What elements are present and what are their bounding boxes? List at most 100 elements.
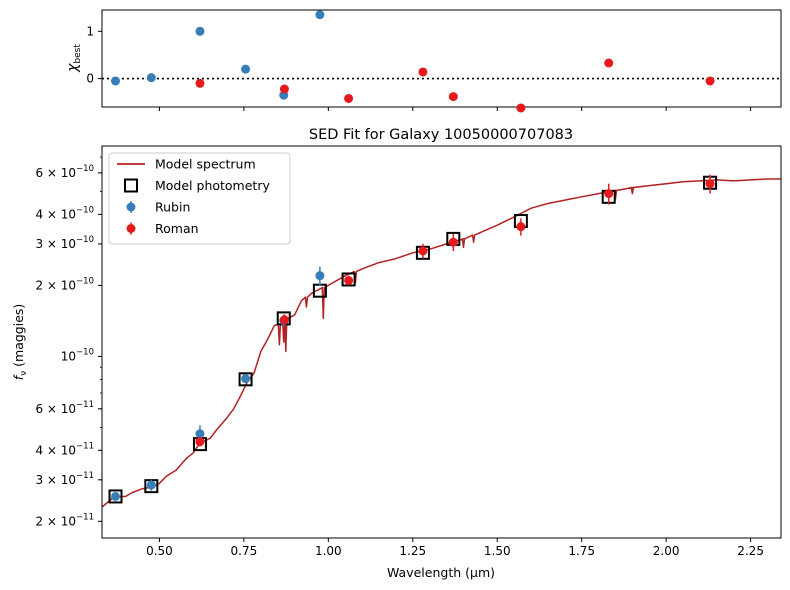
- residuals-plot-frame: [101, 9, 782, 108]
- data-point-roman: [195, 437, 205, 447]
- y-tick-exponent: −11: [76, 441, 94, 451]
- y-tick-base: × 10: [43, 514, 76, 528]
- legend: Model spectrum Model photometry Rubin Roman: [108, 152, 291, 245]
- x-axis-label: Wavelength (μm): [387, 565, 495, 580]
- residuals-y-axis-label: χbest: [65, 44, 83, 73]
- x-tick-label: 0.50: [146, 544, 173, 558]
- residual-point-rubin: [315, 10, 325, 20]
- x-tick-label: 1.25: [399, 544, 426, 558]
- y-tick-base: × 10: [43, 166, 76, 180]
- y-tick-exponent: −10: [76, 164, 94, 174]
- residuals-panel: 01 χbest: [65, 9, 782, 113]
- residual-point-rubin: [241, 64, 251, 74]
- y-tick-label: 2 × 10−10: [35, 276, 94, 292]
- x-tick-label: 2.25: [737, 544, 764, 558]
- data-point-roman: [344, 275, 354, 285]
- residual-point-roman: [516, 103, 526, 113]
- data-point-roman: [448, 237, 458, 247]
- y-axis-label-unit: (maggies): [11, 304, 26, 371]
- x-tick-label: 0.75: [231, 544, 258, 558]
- y-tick-mantissa: 3: [35, 473, 43, 487]
- legend-label: Model photometry: [155, 178, 270, 193]
- y-tick-mantissa: 6: [35, 402, 43, 416]
- y-tick-mantissa: 6: [35, 166, 43, 180]
- legend-swatch-point: [126, 224, 136, 233]
- residual-point-roman: [604, 58, 614, 68]
- y-tick-mantissa: 4: [35, 443, 43, 457]
- y-tick-exponent: −11: [76, 512, 94, 522]
- y-tick-label: 2 × 10−11: [35, 512, 94, 528]
- data-point-rubin: [241, 374, 251, 384]
- x-tick-label: 2.00: [653, 544, 680, 558]
- y-tick-label: 3 × 10−11: [35, 471, 94, 487]
- y-tick-exponent: −10: [76, 235, 94, 245]
- y-tick-label: 10−10: [61, 347, 94, 363]
- data-point-rubin: [146, 480, 156, 490]
- residuals-y-tick-label: 0: [86, 72, 94, 86]
- observed-photometry-points: [111, 174, 715, 501]
- residual-point-rubin: [111, 76, 121, 86]
- y-tick-label: 6 × 10−11: [35, 400, 94, 416]
- residual-point-roman: [279, 84, 289, 94]
- y-tick-mantissa: 4: [35, 207, 43, 221]
- y-tick-label: 3 × 10−10: [35, 235, 94, 251]
- y-tick-exponent: −10: [76, 347, 94, 357]
- sed-panel: 0.50 0.75 1.00 1.25 1.50 1.75 2.00 2.252 × 10−1…: [11, 145, 782, 580]
- y-tick-base: × 10: [43, 278, 76, 292]
- legend-frame: [108, 152, 291, 245]
- residuals-y-tick-label: 1: [86, 24, 94, 38]
- residuals-ticks: 01: [86, 24, 752, 111]
- residuals-y-axis-label-main: χ: [65, 63, 81, 73]
- y-tick-base: × 10: [43, 473, 76, 487]
- model-photometry-square: [238, 372, 253, 387]
- y-axis-label-sub: ν: [19, 371, 29, 376]
- x-tick-label: 1.75: [568, 544, 595, 558]
- data-point-roman: [705, 179, 715, 189]
- residual-point-roman: [418, 67, 428, 77]
- legend-label: Rubin: [155, 200, 190, 215]
- sed-ticks: 0.50 0.75 1.00 1.25 1.50 1.75 2.00 2.252 × 10−1…: [35, 156, 764, 558]
- x-tick-label: 1.00: [315, 544, 342, 558]
- y-tick-exponent: −10: [76, 276, 94, 286]
- y-tick-exponent: −10: [76, 205, 94, 215]
- y-tick-base: × 10: [43, 443, 76, 457]
- residual-point-roman: [705, 76, 715, 86]
- data-point-roman: [604, 189, 614, 199]
- y-axis-label: fν (maggies): [11, 304, 29, 381]
- residual-point-roman: [448, 92, 458, 102]
- legend-swatch-model-photometry: [124, 178, 138, 193]
- data-point-rubin: [195, 429, 205, 439]
- legend-label: Roman: [155, 221, 199, 236]
- sed-title: SED Fit for Galaxy 10050000707083: [309, 127, 573, 143]
- y-tick-label: 6 × 10−10: [35, 164, 94, 180]
- residuals-y-axis-label-sub: best: [73, 44, 83, 64]
- y-tick-base: 10: [61, 349, 76, 363]
- residual-point-roman: [344, 93, 354, 103]
- y-tick-base: × 10: [43, 402, 76, 416]
- y-tick-mantissa: 2: [35, 514, 43, 528]
- data-point-roman: [418, 246, 428, 256]
- legend-label: Model spectrum: [155, 157, 256, 172]
- legend-swatch-point: [126, 202, 136, 212]
- y-tick-mantissa: 2: [35, 278, 43, 292]
- y-tick-exponent: −11: [76, 471, 94, 481]
- y-tick-mantissa: 3: [35, 237, 43, 251]
- y-tick-label: 4 × 10−11: [35, 441, 94, 457]
- model-photometry-square: [108, 489, 123, 504]
- residuals-points: [111, 10, 715, 113]
- y-tick-label: 4 × 10−10: [35, 205, 94, 221]
- data-point-rubin: [315, 271, 325, 281]
- y-tick-exponent: −11: [76, 400, 94, 410]
- sed-plot-frame: [101, 145, 782, 539]
- x-tick-label: 1.50: [484, 544, 511, 558]
- data-point-rubin: [111, 491, 121, 501]
- y-axis-label-base: f: [11, 374, 26, 380]
- data-point-roman: [516, 222, 526, 232]
- residual-point-roman: [195, 78, 205, 88]
- model-photometry-square: [341, 272, 356, 287]
- residual-point-rubin: [146, 73, 156, 83]
- y-tick-base: × 10: [43, 237, 76, 251]
- y-tick-base: × 10: [43, 207, 76, 221]
- data-point-roman: [279, 315, 289, 325]
